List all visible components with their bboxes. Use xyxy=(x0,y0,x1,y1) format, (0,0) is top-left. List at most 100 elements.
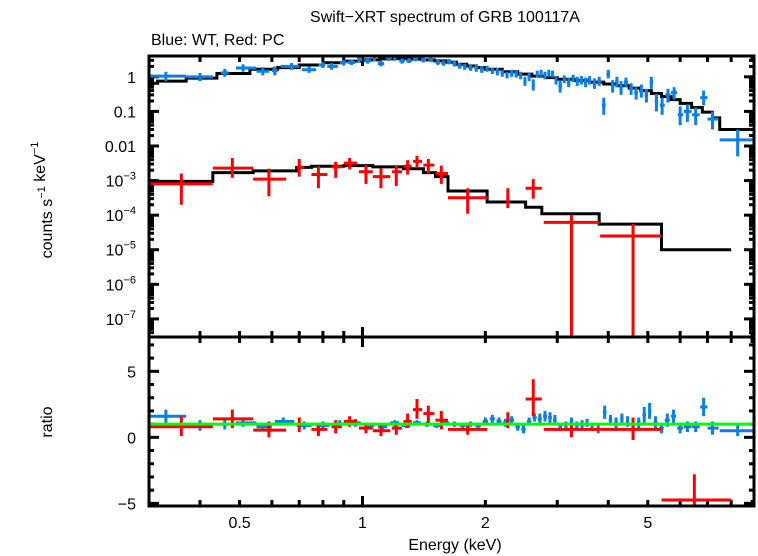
pc-data-point xyxy=(343,157,358,170)
wt-data-point xyxy=(615,76,619,88)
wt-data-point xyxy=(406,58,412,64)
wt-data-point xyxy=(584,77,588,88)
pc-ratio-point xyxy=(372,425,391,437)
y-tick-label: 10−6 xyxy=(106,274,136,294)
pc-ratio-point xyxy=(403,413,412,429)
pc-ratio-point xyxy=(149,416,213,437)
wt-ratio-point xyxy=(537,413,542,423)
wt-data-point xyxy=(665,88,671,103)
wt-data-point xyxy=(377,60,385,67)
wt-ratio-point xyxy=(521,425,526,434)
wt-data-point xyxy=(399,58,405,64)
y-tick-label: 0.1 xyxy=(114,104,136,121)
pc-data-point xyxy=(311,166,328,189)
wt-ratio-point xyxy=(602,405,607,419)
wt-data-point xyxy=(446,58,452,65)
wt-data-point xyxy=(571,74,575,83)
wt-data-point xyxy=(543,71,547,80)
wt-data-point xyxy=(535,70,539,78)
wt-data-point xyxy=(457,63,462,69)
wt-data-point xyxy=(235,64,257,72)
wt-data-point xyxy=(531,79,535,91)
wt-data-point xyxy=(149,71,187,82)
wt-data-point xyxy=(510,69,514,77)
pc-ratio-point xyxy=(413,399,423,419)
wt-data-point xyxy=(707,111,719,130)
wt-ratio-point xyxy=(620,413,624,425)
pc-data-point xyxy=(600,224,662,337)
wt-data-point xyxy=(597,76,602,86)
wt-data-point xyxy=(601,97,606,115)
wt-ratio-point xyxy=(642,406,647,423)
y-tick-label: −5 xyxy=(118,496,136,513)
wt-data-point xyxy=(554,76,558,85)
wt-data-point xyxy=(339,59,346,66)
wt-data-point xyxy=(452,60,457,67)
wt-data-point xyxy=(485,65,489,72)
wt-data-point xyxy=(474,64,479,72)
x-tick-label: 1 xyxy=(358,515,367,532)
x-axis-label: Energy (keV) xyxy=(408,537,501,554)
wt-data-point xyxy=(567,77,571,88)
spectrum-y-axis-label: counts s−1 keV−1 xyxy=(29,142,56,259)
chart-title: Swift−XRT spectrum of GRB 100117A xyxy=(310,9,580,26)
pc-data-point xyxy=(372,168,391,189)
pc-ratio-point xyxy=(661,474,732,506)
wt-data-point xyxy=(562,75,566,84)
wt-data-point xyxy=(619,81,623,95)
wt-ratio-point xyxy=(543,410,547,422)
wt-data-point xyxy=(435,59,441,65)
wt-data-point xyxy=(700,90,708,106)
ratio-y-axis-label: ratio xyxy=(39,406,56,437)
pc-data-point xyxy=(391,165,403,186)
pc-data-point xyxy=(448,188,488,214)
pc-data-point xyxy=(331,161,342,178)
x-tick-labels: 0.5 1 2 5 xyxy=(228,515,652,532)
x-tick-label: 5 xyxy=(643,515,652,532)
ratio-y-tick-labels: 5 0 −5 xyxy=(118,364,136,513)
wt-data-point xyxy=(441,60,446,66)
y-tick-label: 10−7 xyxy=(106,309,136,329)
wt-data-point xyxy=(659,97,665,115)
wt-data-point xyxy=(271,66,278,76)
wt-data-point xyxy=(649,76,654,89)
pc-data-point xyxy=(212,157,254,178)
wt-ratio-point xyxy=(548,412,552,423)
pc-data-point xyxy=(525,179,542,199)
wt-data-point xyxy=(186,72,213,82)
wt-data-point xyxy=(575,76,579,86)
pc-data-point xyxy=(296,159,305,177)
wt-data-point xyxy=(327,63,338,70)
y-tick-label: 10−5 xyxy=(106,240,136,260)
pc-ratio-point xyxy=(525,379,542,417)
wt-data-point xyxy=(220,68,229,77)
wt-data-point xyxy=(364,58,372,64)
wt-data-point xyxy=(256,67,269,76)
y-tick-label: 1 xyxy=(127,70,136,87)
pc-data-point xyxy=(413,155,423,169)
pc-ratio-point xyxy=(600,417,662,440)
spectrum-y-tick-labels: 1 0.1 0.01 10−3 10−4 10−5 10−6 10−7 xyxy=(105,70,136,329)
wt-data-point xyxy=(547,69,551,77)
pc-ratio-point xyxy=(448,424,488,435)
wt-data-point xyxy=(588,76,592,85)
y-tick-label: 0.01 xyxy=(105,139,136,156)
wt-data-point xyxy=(677,106,684,126)
pc-data-point xyxy=(403,160,412,175)
y-tick-label: 5 xyxy=(127,364,136,381)
wt-data-point xyxy=(629,83,634,95)
wt-data-point xyxy=(500,69,504,77)
wt-data-point xyxy=(280,63,300,70)
pc-data-point xyxy=(149,173,213,205)
wt-ratio-point xyxy=(647,403,652,419)
pc-ratio-point xyxy=(506,412,510,429)
wt-ratio-point xyxy=(719,425,754,437)
wt-data-point xyxy=(428,56,434,62)
wt-ratio-point xyxy=(700,397,708,417)
wt-data-point xyxy=(550,70,554,78)
wt-data-point xyxy=(623,77,628,88)
wt-data-point xyxy=(527,72,531,82)
wt-data-point xyxy=(610,80,615,93)
wt-data-point xyxy=(505,71,509,79)
